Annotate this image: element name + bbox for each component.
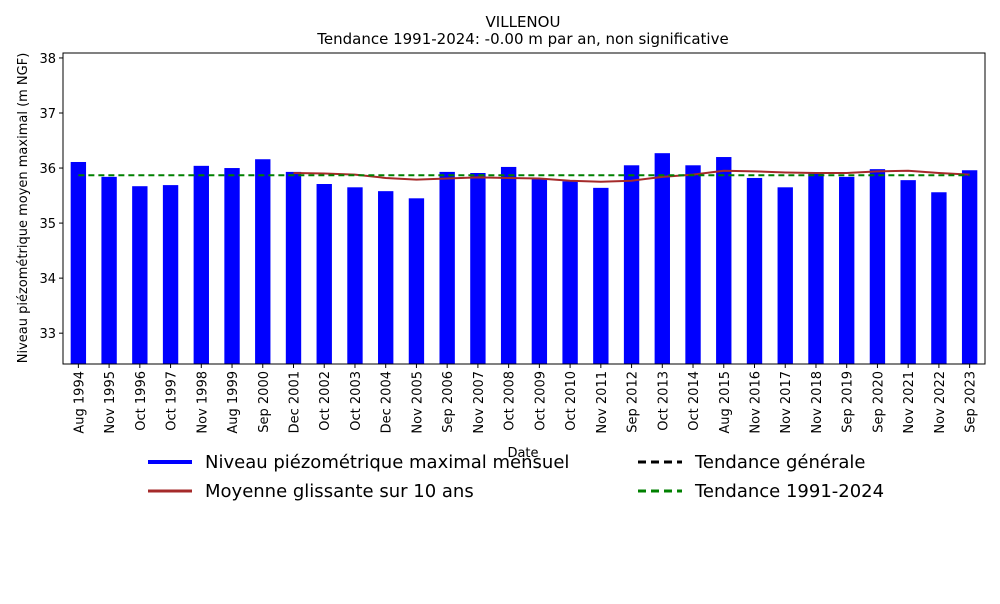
y-tick-label: 38 bbox=[39, 52, 56, 67]
x-tick-label: Oct 2008 bbox=[503, 371, 518, 431]
bar bbox=[500, 166, 517, 364]
x-tick-label: Sep 2023 bbox=[964, 371, 979, 433]
bar bbox=[285, 171, 302, 364]
bar bbox=[316, 184, 332, 364]
bar bbox=[654, 153, 670, 364]
bar bbox=[716, 157, 732, 364]
bar bbox=[839, 176, 855, 364]
x-tick-label: Nov 2005 bbox=[410, 371, 425, 434]
bar bbox=[623, 165, 640, 364]
x-tick-label: Oct 2009 bbox=[533, 371, 548, 431]
x-tick-label: Nov 2007 bbox=[472, 371, 487, 434]
y-axis-label: Niveau piézométrique moyen maximal (m NG… bbox=[16, 53, 31, 364]
x-tick-label: Nov 1998 bbox=[195, 371, 210, 434]
x-tick-label: Nov 2011 bbox=[595, 371, 610, 434]
x-tick-label: Aug 1999 bbox=[226, 371, 241, 434]
x-tick-label: Sep 2019 bbox=[841, 371, 856, 433]
y-tick-label: 36 bbox=[39, 162, 56, 177]
y-tick-label: 33 bbox=[39, 327, 56, 342]
y-tick-label: 35 bbox=[39, 217, 56, 232]
x-tick-label: Nov 2018 bbox=[810, 371, 825, 434]
bar bbox=[470, 172, 486, 364]
x-tick-label: Oct 2010 bbox=[564, 371, 579, 431]
bar bbox=[378, 191, 394, 364]
bar bbox=[101, 176, 117, 364]
y-tick-label: 34 bbox=[39, 272, 56, 287]
y-tick-label: 37 bbox=[39, 107, 56, 122]
chart-title: VILLENOU bbox=[486, 13, 561, 31]
bar bbox=[961, 170, 978, 364]
bar bbox=[162, 185, 179, 364]
bar bbox=[808, 172, 824, 364]
bar bbox=[70, 161, 87, 364]
line bbox=[293, 169, 970, 183]
bar bbox=[347, 187, 363, 364]
bar bbox=[255, 159, 271, 364]
bar bbox=[746, 177, 763, 364]
bar bbox=[593, 187, 609, 364]
x-tick-label: Sep 2012 bbox=[626, 371, 641, 433]
x-tick-label: Nov 2021 bbox=[902, 371, 917, 434]
x-tick-label: Dec 2004 bbox=[380, 371, 395, 433]
bar bbox=[562, 181, 578, 364]
bar bbox=[900, 180, 916, 364]
x-tick-label: Oct 1997 bbox=[165, 371, 180, 431]
x-axis-label: Date bbox=[507, 446, 538, 461]
x-tick-label: Nov 2022 bbox=[933, 371, 948, 434]
x-tick-label: Oct 2013 bbox=[656, 371, 671, 431]
bar bbox=[931, 192, 947, 364]
bar bbox=[408, 198, 425, 364]
x-tick-label: Nov 2016 bbox=[749, 371, 764, 434]
x-tick-label: Aug 2015 bbox=[718, 371, 733, 434]
plot-frame bbox=[62, 52, 986, 365]
x-tick-label: Oct 2014 bbox=[687, 371, 702, 431]
x-tick-label: Nov 2017 bbox=[779, 371, 794, 434]
bar bbox=[132, 186, 148, 364]
bar bbox=[869, 169, 886, 364]
bar bbox=[531, 179, 548, 364]
x-tick-label: Oct 2003 bbox=[349, 371, 364, 431]
bar bbox=[685, 165, 701, 364]
x-tick-label: Sep 2006 bbox=[441, 371, 456, 433]
legend-label: Moyenne glissante sur 10 ans bbox=[205, 481, 474, 502]
x-tick-label: Sep 2020 bbox=[871, 371, 886, 433]
chart-subtitle: Tendance 1991-2024: -0.00 m par an, non … bbox=[316, 30, 728, 48]
x-tick-label: Sep 2000 bbox=[257, 371, 272, 433]
x-tick-label: Oct 1996 bbox=[134, 371, 149, 431]
bar bbox=[224, 168, 240, 364]
x-tick-label: Dec 2001 bbox=[288, 371, 303, 433]
x-tick-label: Oct 2002 bbox=[318, 371, 333, 431]
x-tick-label: Nov 1995 bbox=[103, 371, 118, 434]
x-tick-label: Aug 1994 bbox=[72, 371, 87, 434]
bar bbox=[193, 165, 209, 364]
bar bbox=[777, 187, 793, 364]
legend-label: Niveau piézométrique maximal mensuel bbox=[205, 452, 569, 473]
bar bbox=[439, 171, 455, 364]
legend-label: Tendance 1991-2024 bbox=[694, 481, 884, 502]
legend-label: Tendance générale bbox=[694, 452, 865, 473]
